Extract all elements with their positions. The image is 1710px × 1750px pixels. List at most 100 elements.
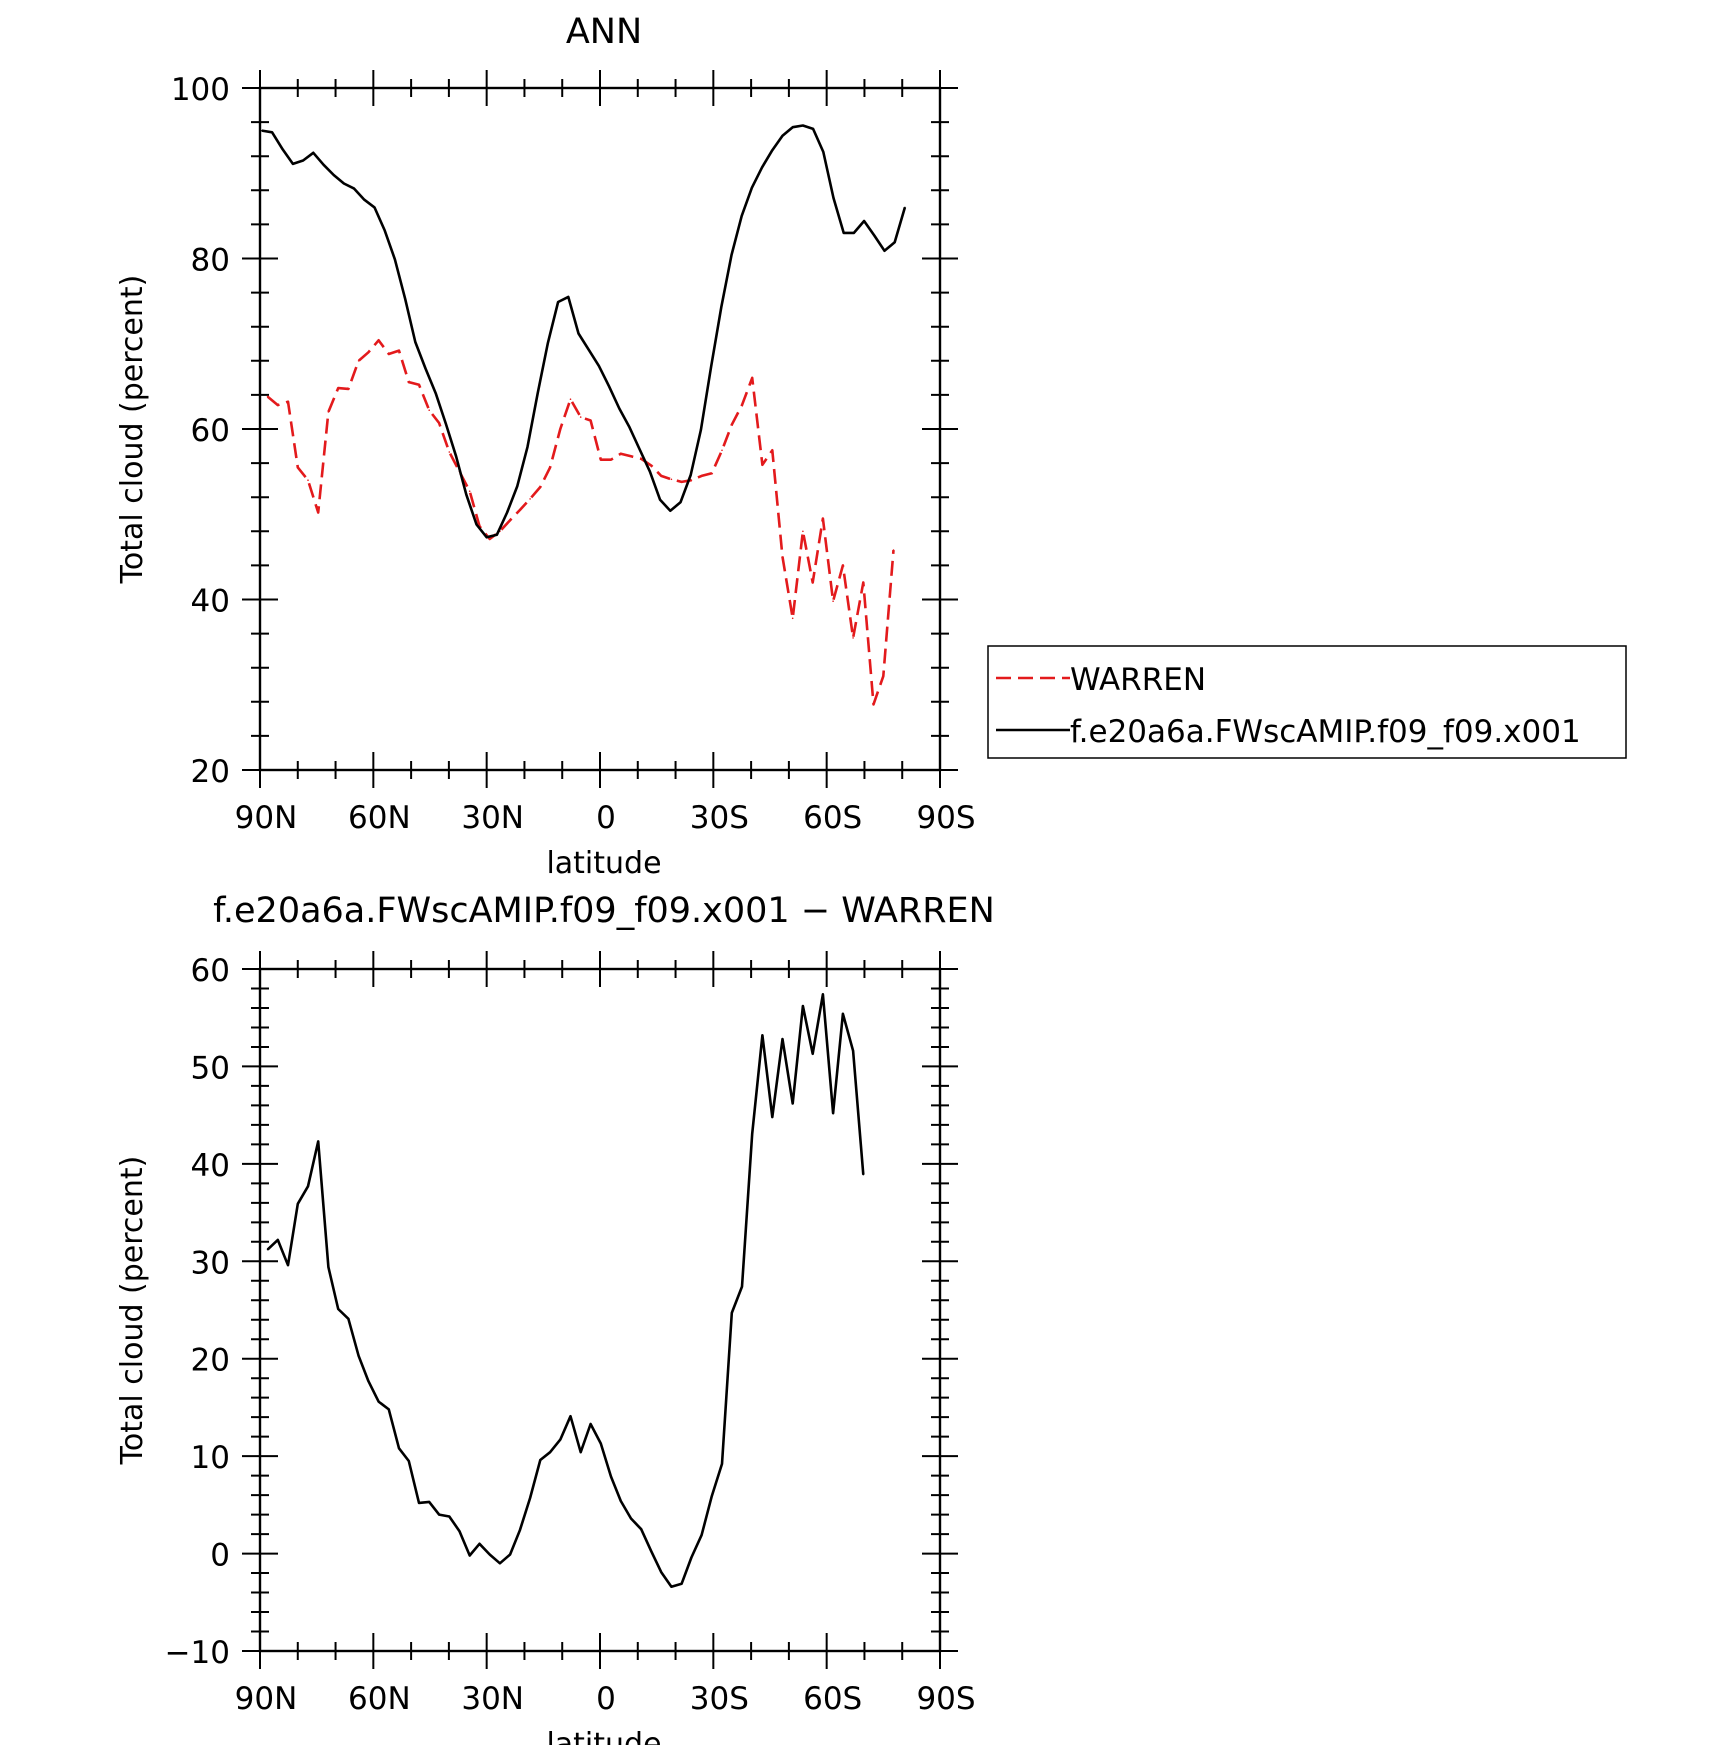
data-point — [650, 464, 653, 467]
data-point — [357, 1355, 360, 1357]
y-tick-label: 40 — [191, 584, 230, 620]
data-point — [721, 1463, 723, 1465]
data-point — [670, 1585, 673, 1588]
data-point — [519, 1529, 521, 1531]
data-point — [332, 174, 335, 176]
data-point — [266, 395, 269, 398]
data-point — [771, 449, 774, 452]
data-point — [620, 452, 622, 455]
data-point — [660, 1571, 662, 1573]
difference-series-line — [266, 993, 865, 1588]
series-line-warren — [266, 339, 895, 706]
data-point — [455, 455, 457, 458]
data-point — [277, 404, 279, 406]
data-point — [811, 581, 814, 584]
data-point — [287, 1264, 289, 1266]
data-point — [863, 220, 865, 222]
data-point — [587, 348, 590, 351]
data-point — [892, 549, 895, 551]
x-tick-label: 90S — [916, 1681, 975, 1717]
data-point — [872, 703, 875, 706]
data-point — [398, 349, 400, 352]
data-point — [690, 1556, 693, 1559]
data-point — [802, 530, 804, 533]
data-point — [589, 419, 592, 422]
data-point — [408, 381, 410, 383]
data-point — [408, 1460, 410, 1462]
data-point — [781, 1038, 784, 1040]
y-axis-label: Total cloud (percent) — [115, 275, 150, 585]
data-point — [438, 1513, 440, 1516]
data-point — [468, 1554, 471, 1557]
data-point — [398, 1447, 400, 1450]
data-point — [322, 163, 325, 166]
data-point — [842, 1013, 844, 1015]
data-point — [771, 149, 774, 151]
data-point — [297, 1203, 299, 1205]
data-point — [445, 423, 447, 425]
data-point — [761, 166, 763, 169]
data-point — [638, 448, 641, 451]
data-point — [367, 351, 370, 354]
data-point — [832, 600, 834, 602]
x-tick-label: 0 — [596, 1681, 616, 1717]
data-point — [781, 556, 784, 558]
y-tick-label: 10 — [191, 1440, 230, 1476]
data-point — [721, 449, 723, 452]
data-point — [690, 479, 693, 482]
x-tick-label: 90N — [235, 1681, 298, 1717]
data-point — [388, 353, 390, 355]
data-point — [458, 1530, 461, 1532]
data-point — [559, 428, 562, 430]
data-point — [363, 198, 366, 201]
y-tick-label: 20 — [191, 754, 230, 790]
data-point — [509, 1553, 511, 1556]
data-point — [547, 342, 549, 344]
y-tick-label: 80 — [191, 243, 230, 279]
data-point — [529, 1497, 531, 1499]
data-point — [883, 250, 886, 252]
data-point — [618, 407, 621, 410]
data-point — [853, 232, 855, 234]
data-point — [630, 455, 632, 458]
data-point — [373, 206, 376, 209]
data-point — [649, 470, 651, 473]
data-point — [539, 486, 542, 488]
data-point — [404, 297, 406, 300]
data-point — [741, 404, 743, 406]
data-point — [347, 388, 350, 390]
data-point — [761, 464, 764, 466]
data-point — [600, 1442, 602, 1445]
data-point — [465, 493, 468, 496]
data-point — [438, 422, 440, 424]
data-point — [610, 1475, 612, 1478]
data-point — [327, 1266, 330, 1268]
data-point — [842, 232, 845, 234]
x-tick-label: 0 — [596, 800, 616, 836]
legend-box — [987, 645, 1627, 759]
data-point — [781, 134, 784, 137]
data-point — [506, 511, 508, 514]
data-point — [529, 498, 531, 500]
data-point — [261, 129, 263, 132]
data-point — [496, 533, 498, 536]
data-point — [589, 1423, 592, 1425]
data-point — [526, 446, 529, 448]
data-point — [377, 1400, 380, 1403]
data-point — [428, 1501, 431, 1503]
data-point — [598, 365, 600, 367]
data-point — [337, 387, 340, 389]
data-point — [659, 499, 661, 501]
data-point — [377, 339, 380, 342]
x-axis-label: latitude — [546, 1727, 661, 1745]
data-point — [536, 392, 539, 395]
data-point — [312, 152, 315, 154]
x-tick-label: 60S — [803, 800, 862, 836]
x-axis-label: latitude — [546, 846, 661, 881]
data-point — [357, 360, 360, 362]
data-point — [802, 1005, 804, 1007]
y-tick-label: 50 — [191, 1050, 230, 1086]
data-point — [802, 124, 804, 127]
data-point — [448, 1515, 451, 1518]
x-tick-label: 30N — [461, 1681, 524, 1717]
